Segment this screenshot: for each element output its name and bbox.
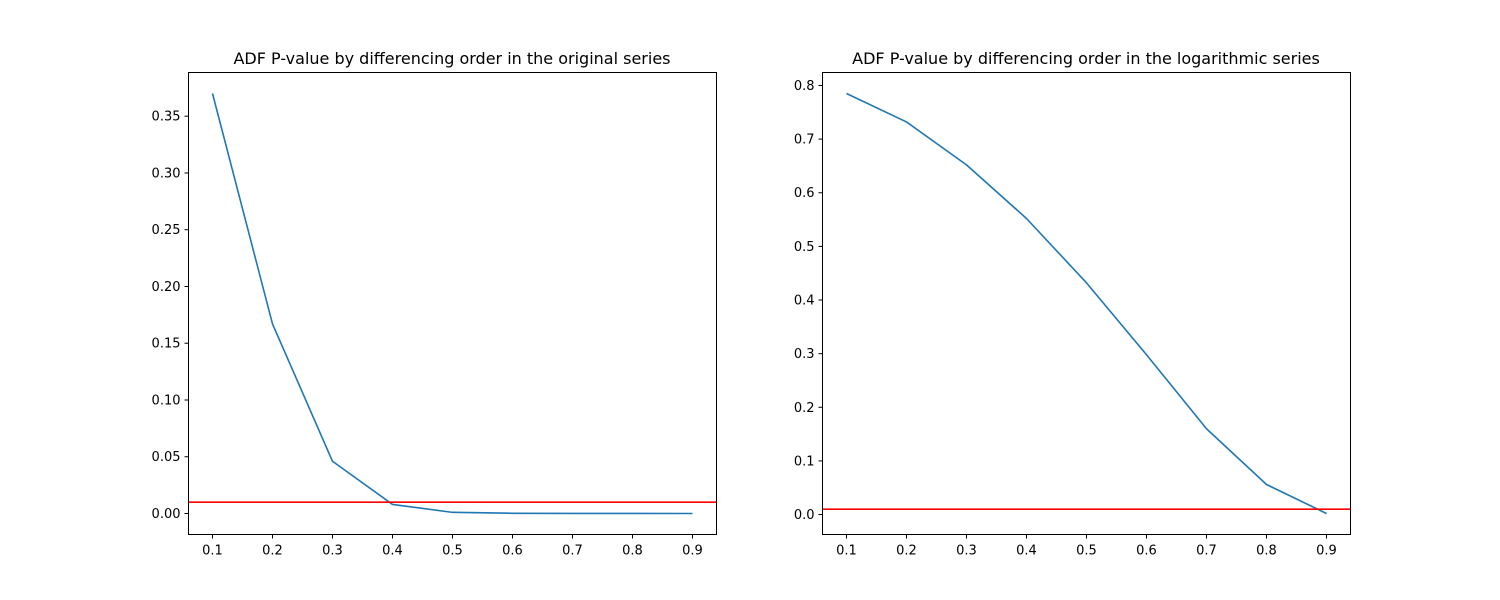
x-tick-label: 0.1: [836, 544, 857, 559]
chart-logarithmic-series: ADF P-value by differencing order in the…: [794, 49, 1351, 559]
x-tick-label: 0.7: [562, 544, 583, 559]
x-tick-label: 0.4: [382, 544, 403, 559]
y-tick-label: 0.15: [152, 337, 181, 352]
y-tick-label: 0.20: [152, 280, 181, 295]
y-tick-label: 0.00: [152, 507, 181, 522]
chart-original-series: ADF P-value by differencing order in the…: [152, 49, 717, 559]
y-tick-label: 0.4: [794, 294, 815, 309]
y-tick-label: 0.25: [152, 223, 181, 238]
y-tick-label: 0.5: [794, 240, 815, 255]
x-tick-label: 0.4: [1016, 544, 1037, 559]
x-axis: 0.1 0.2 0.3 0.4 0.5 0.6 0.7 0.8 0.9: [836, 534, 1337, 559]
y-tick-label: 0.05: [152, 450, 181, 465]
x-axis: 0.1 0.2 0.3 0.4 0.5 0.6 0.7 0.8 0.9: [202, 534, 703, 559]
x-tick-label: 0.9: [682, 544, 703, 559]
x-tick-label: 0.9: [1316, 544, 1337, 559]
y-tick-label: 0.0: [794, 508, 815, 523]
y-tick-label: 0.30: [152, 166, 181, 181]
x-tick-label: 0.1: [202, 544, 223, 559]
y-tick-label: 0.3: [794, 347, 815, 362]
x-tick-label: 0.6: [1136, 544, 1157, 559]
x-tick-label: 0.2: [262, 544, 283, 559]
x-tick-label: 0.5: [442, 544, 463, 559]
y-axis: 0.0 0.1 0.2 0.3 0.4 0.5 0.6 0.7 0.8: [794, 79, 823, 523]
chart-title: ADF P-value by differencing order in the…: [852, 49, 1320, 68]
x-tick-label: 0.6: [502, 544, 523, 559]
chart-title: ADF P-value by differencing order in the…: [233, 49, 670, 68]
y-tick-label: 0.35: [152, 110, 181, 125]
x-tick-label: 0.3: [956, 544, 977, 559]
y-tick-label: 0.1: [794, 454, 815, 469]
x-tick-label: 0.8: [622, 544, 643, 559]
y-tick-label: 0.8: [794, 79, 815, 94]
y-axis: 0.00 0.05 0.10 0.15 0.20 0.25 0.30 0.35: [152, 110, 189, 522]
plot-area: [822, 92, 1351, 515]
x-tick-label: 0.8: [1256, 544, 1277, 559]
x-tick-label: 0.7: [1196, 544, 1217, 559]
y-tick-label: 0.2: [794, 401, 815, 416]
x-tick-label: 0.2: [896, 544, 917, 559]
y-tick-label: 0.6: [794, 186, 815, 201]
y-tick-label: 0.10: [152, 393, 181, 408]
x-tick-label: 0.5: [1076, 544, 1097, 559]
x-tick-label: 0.3: [322, 544, 343, 559]
plot-area: [188, 93, 717, 515]
y-tick-label: 0.7: [794, 133, 815, 148]
